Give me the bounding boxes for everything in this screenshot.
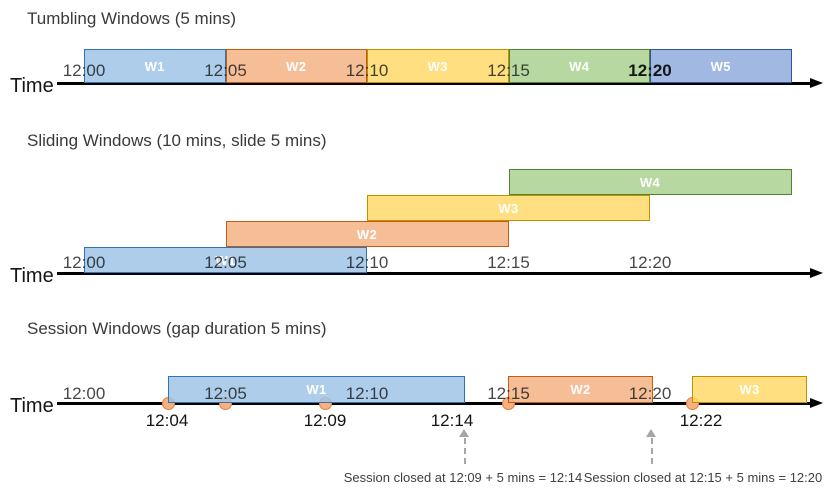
tick-label-1200: 12:00 (62, 253, 106, 272)
window-label-w1: W1 (215, 252, 236, 268)
window-label-w4: W4 (569, 58, 590, 74)
section-title-session: Session Windows (gap duration 5 mins) (27, 319, 327, 338)
window-label-w3: W3 (739, 382, 760, 397)
event-time-label-1209: 12:09 (303, 411, 347, 430)
tick-label-1220: 12:20 (628, 61, 672, 80)
tick-label-1210: 12:10 (345, 61, 389, 80)
tick-label-1205: 12:05 (204, 61, 247, 80)
window-label-w2: W2 (570, 382, 591, 397)
window-bar-w2: W2 (508, 376, 653, 403)
window-bar-w1: W1 (168, 376, 465, 403)
axis-label-time-tumbling: Time (10, 75, 54, 97)
timeline (57, 272, 810, 275)
tick-label-1220: 12:20 (628, 253, 672, 272)
section-title-tumbling: Tumbling Windows (5 mins) (27, 9, 237, 28)
tick-label-1210: 12:10 (345, 384, 389, 403)
section-title-sliding: Sliding Windows (10 mins, slide 5 mins) (27, 131, 327, 150)
window-label-w3: W3 (427, 58, 448, 74)
window-label-w2: W2 (356, 226, 378, 242)
event-time-label-1204: 12:04 (145, 411, 189, 430)
session-closed-annotation: Session closed at 12:09 + 5 mins = 12:14 (343, 470, 583, 485)
tick-label-1200: 12:00 (62, 61, 106, 80)
window-label-w1: W1 (306, 382, 327, 397)
axis-label-time-sliding: Time (10, 265, 54, 287)
timeline-arrowhead-icon (810, 78, 823, 88)
session-closed-annotation: Session closed at 12:15 + 5 mins = 12:20 (583, 470, 823, 485)
window-bar-w1: W1 (84, 247, 367, 273)
timeline (57, 402, 810, 405)
tick-label-1210: 12:10 (345, 253, 389, 272)
window-label-w5: W5 (710, 58, 731, 74)
window-bar-w2: W2 (225, 49, 367, 83)
tick-label-1215: 12:15 (487, 384, 530, 403)
up-arrow-icon (459, 429, 469, 437)
window-label-w4: W4 (639, 174, 661, 190)
event-time-label-1222: 12:22 (679, 411, 723, 430)
window-bar-w4: W4 (508, 169, 792, 195)
window-bar-w1: W1 (84, 49, 226, 83)
up-arrow-stem (464, 438, 466, 464)
tick-label-1205: 12:05 (204, 253, 247, 272)
window-bar-w2: W2 (225, 221, 509, 247)
window-label-w2: W2 (286, 58, 307, 74)
axis-label-time-session: Time (10, 395, 54, 417)
tick-label-1215: 12:15 (487, 61, 530, 80)
window-label-w3: W3 (498, 200, 519, 216)
tick-label-1205: 12:05 (204, 384, 247, 403)
window-bar-w3: W3 (367, 49, 509, 83)
window-bar-w4: W4 (508, 49, 650, 83)
up-arrow-stem (651, 438, 653, 464)
window-bar-w5: W5 (650, 49, 792, 83)
window-bar-w3: W3 (692, 376, 807, 403)
timeline-arrowhead-icon (810, 398, 823, 408)
tick-label-1200: 12:00 (62, 384, 106, 403)
window-bar-w3: W3 (367, 195, 650, 221)
timeline-arrowhead-icon (810, 268, 823, 278)
timeline (57, 82, 810, 85)
tick-label-1215: 12:15 (487, 253, 530, 272)
tick-label-1220: 12:20 (628, 384, 672, 403)
event-time-label-1214: 12:14 (430, 411, 474, 430)
window-label-w1: W1 (144, 58, 165, 74)
up-arrow-icon (646, 429, 656, 437)
